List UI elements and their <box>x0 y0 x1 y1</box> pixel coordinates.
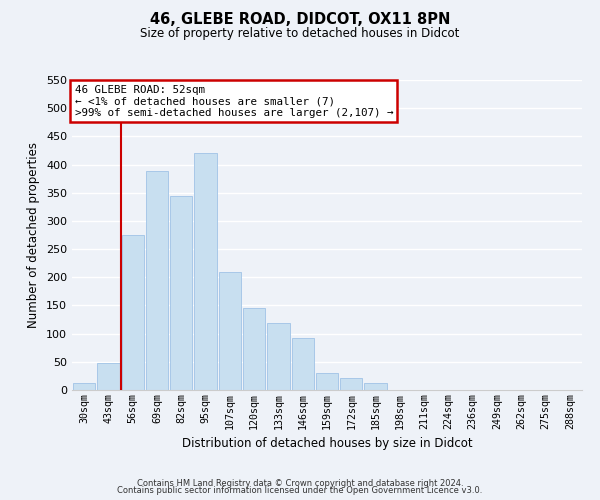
Bar <box>97 363 119 390</box>
Bar <box>340 378 362 390</box>
Bar <box>267 324 290 390</box>
Bar <box>146 172 168 390</box>
Text: Size of property relative to detached houses in Didcot: Size of property relative to detached ho… <box>140 28 460 40</box>
Y-axis label: Number of detached properties: Number of detached properties <box>28 142 40 328</box>
Text: 46, GLEBE ROAD, DIDCOT, OX11 8PN: 46, GLEBE ROAD, DIDCOT, OX11 8PN <box>150 12 450 28</box>
Bar <box>122 235 144 390</box>
Bar <box>170 196 193 390</box>
Text: 46 GLEBE ROAD: 52sqm
← <1% of detached houses are smaller (7)
>99% of semi-detac: 46 GLEBE ROAD: 52sqm ← <1% of detached h… <box>74 84 393 118</box>
Bar <box>316 373 338 390</box>
Bar <box>218 272 241 390</box>
Text: Contains HM Land Registry data © Crown copyright and database right 2024.: Contains HM Land Registry data © Crown c… <box>137 478 463 488</box>
Bar <box>73 383 95 390</box>
Text: Contains public sector information licensed under the Open Government Licence v3: Contains public sector information licen… <box>118 486 482 495</box>
Bar <box>243 308 265 390</box>
Bar <box>194 154 217 390</box>
Bar <box>364 383 387 390</box>
Bar <box>292 338 314 390</box>
X-axis label: Distribution of detached houses by size in Didcot: Distribution of detached houses by size … <box>182 437 472 450</box>
